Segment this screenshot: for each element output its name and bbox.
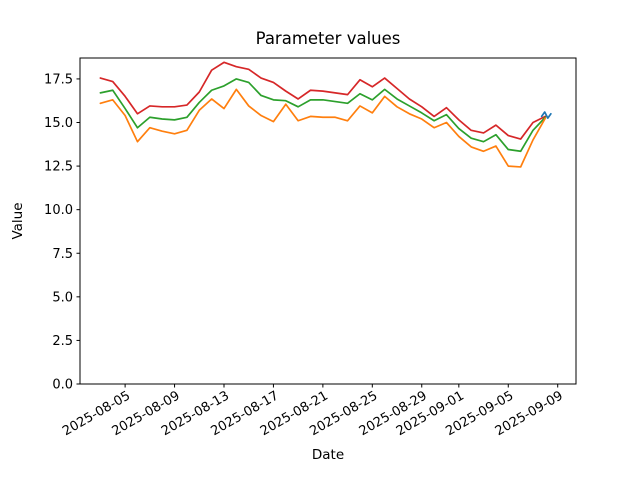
plot-lines: [99, 61, 552, 168]
y-tick-label: 2.5: [52, 334, 73, 349]
green-line: [99, 78, 547, 153]
y-tick-label: 7.5: [52, 247, 73, 262]
x-axis-label: Date: [312, 447, 344, 463]
y-tick-label: 10.0: [44, 203, 73, 218]
blue-line: [540, 111, 552, 119]
x-axis: 2025-08-052025-08-092025-08-132025-08-17…: [60, 384, 566, 439]
red-line: [99, 61, 547, 140]
y-tick-label: 0.0: [52, 378, 73, 393]
y-axis-label: Value: [10, 202, 26, 239]
y-tick-label: 17.5: [44, 72, 73, 87]
orange-line: [99, 88, 547, 168]
y-tick-label: 12.5: [44, 160, 73, 175]
y-tick-label: 15.0: [44, 116, 73, 131]
plot-area-border: [79, 57, 577, 385]
y-tick-label: 5.0: [52, 290, 73, 305]
chart-title: Parameter values: [256, 29, 401, 48]
y-axis: 0.0 2.5 5.0 7.5 10.0 12.5 15.0 17.5: [44, 72, 80, 393]
